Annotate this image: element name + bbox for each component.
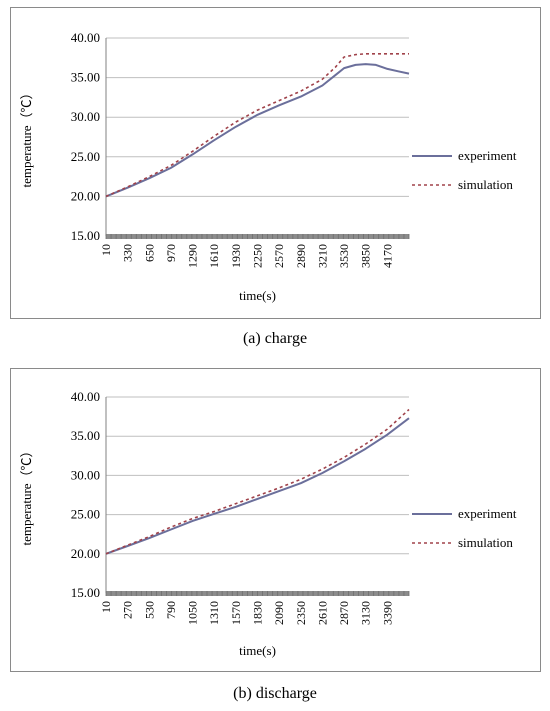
x-tick-label: 270 xyxy=(121,601,135,619)
y-tick-label: 15.00 xyxy=(71,228,100,243)
x-tick-label: 970 xyxy=(164,244,178,262)
legend-label-experiment: experiment xyxy=(458,148,517,163)
y-tick-label: 20.00 xyxy=(71,188,100,203)
y-tick-label: 35.00 xyxy=(71,70,100,85)
x-tick-label: 2890 xyxy=(294,244,308,268)
y-tick-label: 35.00 xyxy=(71,428,100,443)
y-axis-title: temperature（℃） xyxy=(19,444,34,545)
x-tick-label: 1570 xyxy=(229,601,243,625)
y-tick-label: 25.00 xyxy=(71,507,100,522)
legend-label-simulation: simulation xyxy=(458,177,513,192)
x-tick-label: 3210 xyxy=(315,244,329,268)
x-tick-label: 1930 xyxy=(229,244,243,268)
x-tick-label: 10 xyxy=(99,244,113,256)
x-tick-label: 2570 xyxy=(272,244,286,268)
chart-panel-discharge: 15.00 20.00 25.00 30.00 35.00 40.00 10 270 530 79… xyxy=(10,368,541,672)
series-line-experiment xyxy=(105,417,410,555)
y-tick-label: 25.00 xyxy=(71,149,100,164)
x-tick-label: 4170 xyxy=(380,244,394,268)
x-tick-label: 330 xyxy=(121,244,135,262)
y-tick-label: 30.00 xyxy=(71,109,100,124)
x-tick-label: 1310 xyxy=(207,601,221,625)
y-tick-label: 20.00 xyxy=(71,546,100,561)
legend-label-experiment: experiment xyxy=(458,506,517,521)
x-tick-label: 2610 xyxy=(315,601,329,625)
y-tick-label: 30.00 xyxy=(71,467,100,482)
x-tick-label: 650 xyxy=(142,244,156,262)
chart-charge: 15.00 20.00 25.00 30.00 35.00 40.00 10 330 650 97… xyxy=(19,30,517,303)
caption-charge: (a) charge xyxy=(242,330,308,347)
x-tick-label: 3130 xyxy=(359,601,373,625)
series-line-experiment xyxy=(105,63,410,198)
x-axis-title: time(s) xyxy=(239,643,276,658)
series-line-simulation xyxy=(105,52,409,198)
y-tick-label: 40.00 xyxy=(71,389,100,404)
x-tick-label: 3850 xyxy=(359,244,373,268)
x-tick-label: 3530 xyxy=(337,244,351,268)
x-tick-label: 10 xyxy=(99,601,113,613)
x-tick-label: 1830 xyxy=(251,601,265,625)
caption-discharge: (b) discharge xyxy=(233,685,317,702)
x-tick-label: 790 xyxy=(164,601,178,619)
y-axis-title: temperature（℃） xyxy=(19,86,34,187)
x-tick-label: 530 xyxy=(142,601,156,619)
x-tick-label: 2870 xyxy=(337,601,351,625)
y-tick-label: 40.00 xyxy=(71,30,100,45)
x-tick-label: 3390 xyxy=(380,601,394,625)
x-tick-label: 1050 xyxy=(186,601,200,625)
x-tick-label: 2090 xyxy=(272,601,286,625)
series-line-simulation xyxy=(105,408,410,555)
legend-label-simulation: simulation xyxy=(458,535,513,550)
y-tick-label: 15.00 xyxy=(71,585,100,600)
chart-discharge: 15.00 20.00 25.00 30.00 35.00 40.00 10 270 530 79… xyxy=(19,389,517,658)
x-tick-label: 2350 xyxy=(294,601,308,625)
x-tick-label: 1610 xyxy=(207,244,221,268)
x-tick-label: 2250 xyxy=(251,244,265,268)
x-axis-title: time(s) xyxy=(239,288,276,303)
x-tick-label: 1290 xyxy=(186,244,200,268)
chart-panel-charge: 15.00 20.00 25.00 30.00 35.00 40.00 10 330 650 97… xyxy=(10,7,541,319)
